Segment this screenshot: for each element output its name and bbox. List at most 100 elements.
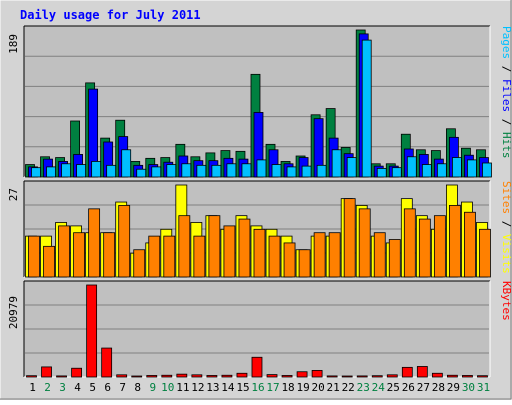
bar-sites-day-17 xyxy=(268,235,281,278)
x-tick-label: 13 xyxy=(206,381,219,394)
bar-sites-day-8 xyxy=(133,249,146,278)
bar-kbytes-day-8 xyxy=(131,375,143,378)
series-axis-title-part: / xyxy=(500,214,512,234)
bar-sites-day-25 xyxy=(388,239,401,278)
bar-kbytes-day-7 xyxy=(116,374,128,378)
bar-pages-day-22 xyxy=(346,157,357,178)
bar-sites-day-28 xyxy=(433,215,446,278)
bar-sites-day-23 xyxy=(358,208,371,278)
bar-kbytes-day-31 xyxy=(477,375,488,378)
bar-kbytes-day-9 xyxy=(146,375,158,378)
bar-pages-day-4 xyxy=(76,164,86,178)
bar-pages-day-7 xyxy=(121,149,132,178)
panel-3: 20979 KBytes xyxy=(7,280,512,378)
bar-pages-day-28 xyxy=(436,163,447,178)
bar-sites-day-21 xyxy=(328,232,341,278)
bar-kbytes-day-27 xyxy=(416,366,428,378)
bar-kbytes-day-15 xyxy=(236,372,248,378)
bar-pages-day-20 xyxy=(316,164,327,178)
bar-kbytes-day-10 xyxy=(161,374,173,378)
bar-pages-day-27 xyxy=(421,164,432,178)
series-axis-title-part: Hits xyxy=(500,132,512,159)
x-tick-label: 24 xyxy=(372,381,386,394)
bar-kbytes-day-19 xyxy=(296,371,308,378)
x-tick-label: 27 xyxy=(417,381,430,394)
bar-sites-day-24 xyxy=(373,232,386,278)
bar-pages-day-9 xyxy=(151,166,162,178)
y-max-label: 189 xyxy=(7,34,20,54)
bar-kbytes-day-18 xyxy=(281,375,293,378)
x-tick-label: 11 xyxy=(176,381,189,394)
series-axis-title-part: Files xyxy=(500,79,512,112)
bar-pages-day-24 xyxy=(376,168,387,178)
bar-kbytes-day-26 xyxy=(401,366,413,378)
series-axis-title-part: / xyxy=(500,112,512,132)
bar-pages-day-29 xyxy=(452,157,462,178)
bar-pages-day-15 xyxy=(241,163,252,178)
x-tick-label: 16 xyxy=(251,381,264,394)
bar-kbytes-day-14 xyxy=(221,374,233,378)
x-tick-label: 18 xyxy=(281,381,294,394)
bar-sites-day-14 xyxy=(223,225,236,278)
series-axis-title: Sites / Visits xyxy=(500,181,512,274)
series-axis-title: Pages / Files / Hits xyxy=(500,26,512,159)
bar-pages-day-26 xyxy=(406,156,417,178)
bar-kbytes-day-29 xyxy=(447,374,458,378)
bar-sites-day-30 xyxy=(464,211,476,278)
bar-sites-day-26 xyxy=(403,208,416,278)
panel-2: 27 Sites / Visits xyxy=(7,180,512,278)
bar-sites-day-19 xyxy=(298,249,311,278)
series-axis-title-part: KBytes xyxy=(500,281,512,321)
y-max-label: 27 xyxy=(7,188,20,201)
x-tick-label: 10 xyxy=(161,381,174,394)
x-tick-label: 28 xyxy=(432,381,445,394)
bar-sites-day-5 xyxy=(88,208,101,278)
bar-sites-day-31 xyxy=(479,228,491,278)
bar-kbytes-day-5 xyxy=(86,284,98,378)
bar-sites-day-16 xyxy=(253,228,266,278)
bar-pages-day-25 xyxy=(391,167,402,178)
bar-sites-day-7 xyxy=(118,205,131,278)
bar-sites-day-3 xyxy=(58,225,70,278)
bar-sites-day-2 xyxy=(43,245,55,278)
bar-pages-day-12 xyxy=(196,164,207,178)
bar-sites-day-12 xyxy=(193,235,206,278)
bar-pages-day-13 xyxy=(211,164,222,178)
bar-kbytes-day-28 xyxy=(431,372,443,378)
bar-kbytes-day-25 xyxy=(386,374,398,378)
x-tick-label: 7 xyxy=(119,381,126,394)
bar-sites-day-9 xyxy=(148,235,161,278)
x-tick-label: 1 xyxy=(29,381,36,394)
x-tick-label: 23 xyxy=(357,381,370,394)
bar-sites-day-1 xyxy=(28,235,40,278)
x-tick-label: 21 xyxy=(327,381,340,394)
bar-sites-day-10 xyxy=(163,235,176,278)
bar-sites-day-29 xyxy=(449,205,461,278)
bar-kbytes-day-30 xyxy=(462,375,473,378)
bar-kbytes-day-16 xyxy=(251,356,263,378)
bar-pages-day-5 xyxy=(91,161,102,178)
bar-kbytes-day-20 xyxy=(311,370,323,378)
bar-pages-day-31 xyxy=(482,162,492,178)
bar-sites-day-20 xyxy=(313,232,326,278)
bar-pages-day-18 xyxy=(286,166,297,178)
bar-sites-day-18 xyxy=(283,242,296,278)
bar-pages-day-8 xyxy=(136,168,147,178)
x-tick-label: 29 xyxy=(447,381,460,394)
bar-kbytes-day-22 xyxy=(341,375,353,378)
bar-kbytes-day-2 xyxy=(41,366,52,378)
x-tick-label: 3 xyxy=(59,381,66,394)
x-tick-label: 25 xyxy=(387,381,400,394)
bar-pages-day-23 xyxy=(361,39,372,178)
bar-kbytes-day-1 xyxy=(26,375,37,378)
bar-kbytes-day-21 xyxy=(326,375,338,378)
x-tick-label: 15 xyxy=(236,381,249,394)
panel-1: 189 Pages / Files / Hits xyxy=(7,25,512,178)
series-axis-title-part: Visits xyxy=(500,234,512,274)
bar-kbytes-day-17 xyxy=(266,374,278,378)
bar-pages-day-21 xyxy=(331,149,342,178)
x-tick-label: 14 xyxy=(221,381,235,394)
